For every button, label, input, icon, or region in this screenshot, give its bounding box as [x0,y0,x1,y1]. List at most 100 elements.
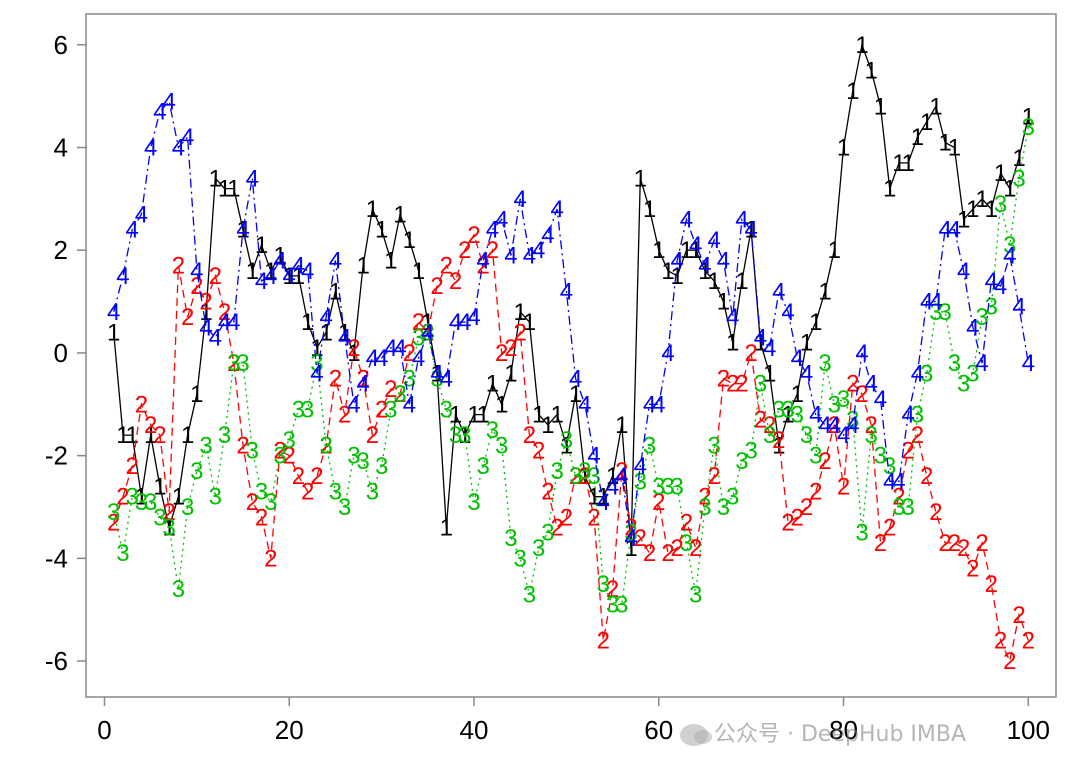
point-marker-1: 1 [680,237,693,264]
point-marker-2: 2 [597,628,610,655]
point-marker-4: 4 [458,309,471,336]
point-marker-3: 3 [384,396,397,423]
point-marker-1: 1 [828,237,841,264]
point-marker-3: 3 [541,520,554,547]
point-marker-2: 2 [975,530,988,557]
point-marker-2: 2 [338,402,351,429]
point-marker-3: 3 [116,540,129,567]
point-marker-4: 4 [883,468,896,495]
point-marker-4: 4 [791,345,804,372]
point-marker-4: 4 [264,263,277,290]
x-tick-label: 40 [460,715,489,745]
point-marker-3: 3 [883,453,896,480]
point-marker-4: 4 [975,350,988,377]
point-marker-4: 4 [671,247,684,274]
point-marker-4: 4 [560,278,573,305]
point-marker-3: 3 [218,422,231,449]
point-marker-3: 3 [689,581,702,608]
point-marker-2: 2 [467,222,480,249]
point-marker-2: 2 [255,504,268,531]
point-marker-1: 1 [929,93,942,120]
point-marker-3: 3 [892,494,905,521]
series-1: 1111111111111111111111111111111111111111… [107,32,1035,562]
point-marker-4: 4 [717,247,730,274]
point-marker-3: 3 [671,473,684,500]
point-marker-1: 1 [597,484,610,511]
point-marker-2: 2 [181,304,194,331]
point-marker-3: 3 [393,381,406,408]
point-marker-4: 4 [246,165,259,192]
point-marker-4: 4 [126,217,139,244]
point-marker-1: 1 [153,473,166,500]
point-marker-1: 1 [634,165,647,192]
point-marker-1: 1 [717,289,730,316]
point-marker-3: 3 [246,438,259,465]
point-marker-4: 4 [634,453,647,480]
point-marker-1: 1 [384,247,397,274]
point-marker-3: 3 [523,581,536,608]
point-marker-3: 3 [652,473,665,500]
point-marker-1: 1 [800,330,813,357]
point-marker-2: 2 [920,463,933,490]
point-marker-2: 2 [107,509,120,536]
point-marker-3: 3 [495,432,508,459]
point-marker-3: 3 [135,489,148,516]
point-marker-2: 2 [384,376,397,403]
point-marker-3: 3 [606,592,619,619]
point-marker-2: 2 [606,576,619,603]
point-marker-2: 2 [772,427,785,454]
point-marker-2: 2 [578,463,591,490]
point-marker-4: 4 [846,412,859,439]
point-marker-1: 1 [1012,145,1025,172]
point-marker-3: 3 [283,427,296,454]
point-marker-4: 4 [393,335,406,362]
point-marker-3: 3 [477,453,490,480]
point-marker-2: 2 [957,535,970,562]
point-marker-3: 3 [1003,232,1016,259]
point-marker-4: 4 [800,360,813,387]
point-marker-1: 1 [689,237,702,264]
point-marker-3: 3 [902,494,915,521]
point-marker-4: 4 [966,314,979,341]
point-marker-3: 3 [236,350,249,377]
point-marker-4: 4 [356,371,369,398]
point-marker-3: 3 [855,520,868,547]
point-marker-2: 2 [948,530,961,557]
point-marker-4: 4 [587,443,600,470]
point-marker-3: 3 [560,427,573,454]
point-marker-3: 3 [162,515,175,542]
point-marker-4: 4 [837,422,850,449]
point-marker-2: 2 [818,448,831,475]
point-marker-4: 4 [532,237,545,264]
point-marker-1: 1 [911,124,924,151]
point-marker-2: 2 [781,509,794,536]
point-marker-2: 2 [162,499,175,526]
point-marker-2: 2 [902,438,915,465]
point-marker-3: 3 [504,525,517,552]
point-marker-1: 1 [181,422,194,449]
point-marker-2: 2 [735,371,748,398]
point-marker-1: 1 [652,237,665,264]
point-marker-1: 1 [236,217,249,244]
point-marker-2: 2 [440,253,453,280]
point-marker-1: 1 [190,381,203,408]
point-marker-2: 2 [671,535,684,562]
point-marker-4: 4 [744,217,757,244]
point-marker-1: 1 [172,484,185,511]
point-marker-4: 4 [523,242,536,269]
point-marker-3: 3 [726,484,739,511]
x-tick-label: 60 [644,715,673,745]
point-marker-4: 4 [754,325,767,352]
point-marker-3: 3 [735,448,748,475]
point-marker-4: 4 [199,314,212,341]
point-marker-1: 1 [708,268,721,295]
point-marker-4: 4 [550,196,563,223]
point-marker-1: 1 [393,201,406,228]
point-marker-2: 2 [126,453,139,480]
point-marker-2: 2 [116,484,129,511]
point-marker-2: 2 [883,515,896,542]
point-marker-3: 3 [708,432,721,459]
point-marker-4: 4 [1003,242,1016,269]
plot-frame [85,13,1057,698]
point-marker-1: 1 [781,402,794,429]
